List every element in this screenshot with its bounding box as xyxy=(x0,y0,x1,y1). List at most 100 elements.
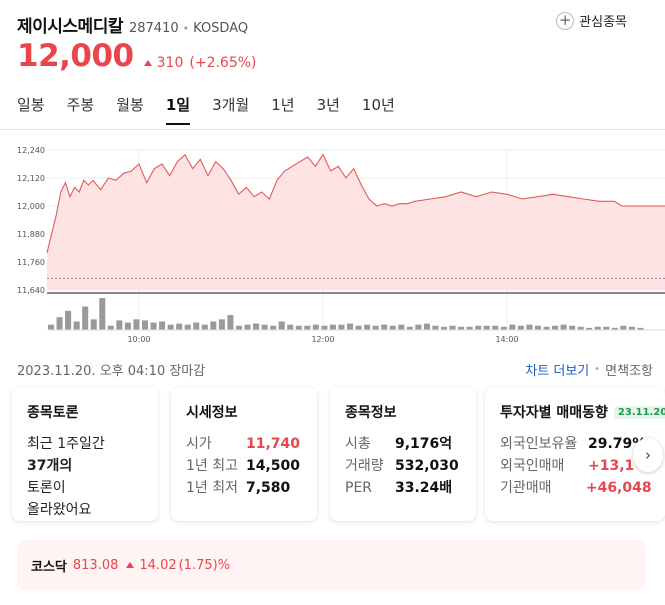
price-chart[interactable]: 12,240 12,120 12,000 11,880 11,760 11,640 10:0… xyxy=(0,140,665,350)
stock-info-row: 시총 9,176억 xyxy=(345,433,461,455)
volume-bar xyxy=(133,319,140,330)
stock-info-title: 종목정보 xyxy=(345,405,397,421)
row-value: +13,1 xyxy=(588,458,635,474)
tab-0[interactable]: 일봉 xyxy=(17,96,45,114)
tab-4[interactable]: 3개월 xyxy=(212,96,250,114)
tab-7[interactable]: 10년 xyxy=(361,96,395,114)
index-change-rate: (1.75)% xyxy=(178,557,231,573)
volume-bar xyxy=(99,298,106,330)
volume-bar xyxy=(500,326,507,330)
row-value: 14,500 xyxy=(246,458,301,474)
volume-bar xyxy=(116,320,123,330)
discussion-text: 최근 1주일간 37개의 토론이 올라왔어요 xyxy=(27,433,143,521)
volume-bar xyxy=(48,324,55,330)
tabs-divider xyxy=(0,129,665,130)
discussion-title: 종목토론 xyxy=(27,405,79,421)
price-change-value: 310 xyxy=(156,55,184,71)
volume-bar xyxy=(65,310,72,330)
stock-info-card[interactable]: 종목정보 시총 9,176억 거래량 532,030 PER 33.24배 xyxy=(330,387,476,521)
volume-bar xyxy=(432,325,439,330)
volume-bar xyxy=(611,327,618,330)
volume-bar xyxy=(312,324,319,330)
volume-bar xyxy=(210,321,217,330)
volume-bar xyxy=(82,306,89,330)
stock-header: 제이시스메디칼 287410 • KOSDAQ xyxy=(17,12,248,37)
tab-3[interactable]: 1일 xyxy=(165,94,191,125)
row-value: +46,048 xyxy=(585,480,652,496)
row-value: 11,740 xyxy=(246,436,301,452)
add-favorite-label: 관심종목 xyxy=(579,15,627,30)
y-tick-label: 12,000 xyxy=(17,202,45,211)
volume-bar xyxy=(389,325,396,330)
stock-info-row: PER 33.24배 xyxy=(345,477,461,499)
separator-dot: • xyxy=(594,364,601,375)
row-value: 7,580 xyxy=(246,480,291,496)
volume-bar xyxy=(458,326,465,330)
volume-bar xyxy=(227,315,234,330)
chart-more-link[interactable]: 차트 더보기 xyxy=(525,364,590,379)
row-label: 거래량 xyxy=(345,458,384,474)
up-arrow-icon xyxy=(143,60,152,66)
next-cards-button[interactable]: › xyxy=(633,438,663,472)
volume-bar xyxy=(278,321,285,330)
row-value: 532,030 xyxy=(395,458,459,474)
chart-links: 차트 더보기 • 면책조항 xyxy=(525,360,653,379)
volume-bar xyxy=(449,325,456,330)
volume-bar xyxy=(509,324,516,330)
volume-bar xyxy=(483,325,490,330)
market-info-row: 시가 11,740 xyxy=(186,433,302,455)
volume-bar xyxy=(543,326,550,330)
add-favorite-button[interactable]: + 관심종목 xyxy=(556,11,627,30)
volume-bar xyxy=(193,322,200,330)
row-label: 외국인보유율 xyxy=(500,436,578,452)
row-value: 9,176억 xyxy=(395,436,453,452)
market-info-card[interactable]: 시세정보 시가 11,740 1년 최고 14,500 1년 최저 7,580 xyxy=(171,387,317,521)
volume-bar xyxy=(270,325,277,330)
disclaimer-link[interactable]: 면책조항 xyxy=(605,364,653,379)
investor-row: 외국인보유율 29.79% xyxy=(500,433,650,455)
tab-6[interactable]: 3년 xyxy=(316,96,340,114)
volume-bar xyxy=(304,325,311,330)
volume-bar xyxy=(628,326,635,330)
volume-bar xyxy=(141,320,149,330)
stock-code: 287410 xyxy=(128,21,179,36)
volume-bar xyxy=(620,325,627,330)
volume-bar xyxy=(176,323,183,330)
row-label: 1년 최고 xyxy=(186,458,238,474)
stock-name: 제이시스메디칼 xyxy=(17,17,123,37)
stock-market: KOSDAQ xyxy=(193,21,249,36)
volume-bar xyxy=(552,325,559,330)
row-label: 시가 xyxy=(186,436,212,452)
volume-bar xyxy=(440,326,448,330)
investor-title: 투자자별 매매동향 23.11.20 xyxy=(500,402,665,422)
volume-bar xyxy=(466,326,473,330)
period-tabs: 일봉 주봉 월봉 1일 3개월 1년 3년 10년 xyxy=(17,94,417,125)
volume-bar xyxy=(577,326,584,330)
discussion-line: 토론이 xyxy=(27,480,66,496)
index-change-value: 14.02 xyxy=(139,557,177,573)
row-label: PER xyxy=(345,480,373,496)
y-tick-label: 11,760 xyxy=(17,258,45,267)
y-tick-label: 11,640 xyxy=(17,286,45,295)
market-info-title: 시세정보 xyxy=(186,405,238,421)
discussion-card[interactable]: 종목토론 최근 1주일간 37개의 토론이 올라왔어요 xyxy=(12,387,158,521)
tab-2[interactable]: 월봉 xyxy=(116,96,144,114)
volume-bar xyxy=(415,324,422,330)
volume-bar xyxy=(159,321,166,330)
investor-row: 외국인매매 +13,1 xyxy=(500,455,650,477)
volume-bar xyxy=(586,327,593,330)
discussion-line: 최근 1주일간 xyxy=(27,436,105,452)
index-bar[interactable]: 코스닥 813.08 14.02 (1.75)% xyxy=(17,540,645,590)
volume-bar xyxy=(560,324,567,330)
volume-bar xyxy=(321,325,328,330)
x-tick-label: 12:00 xyxy=(311,335,334,344)
tab-5[interactable]: 1년 xyxy=(271,96,295,114)
volume-bar xyxy=(603,326,610,330)
volume-bar xyxy=(90,319,97,330)
index-change: 14.02 (1.75)% xyxy=(126,558,230,573)
tab-1[interactable]: 주봉 xyxy=(66,96,95,114)
row-label: 외국인매매 xyxy=(500,458,565,474)
volume-bar xyxy=(381,324,388,330)
volume-bar xyxy=(150,322,157,330)
volume-bar xyxy=(475,325,482,330)
